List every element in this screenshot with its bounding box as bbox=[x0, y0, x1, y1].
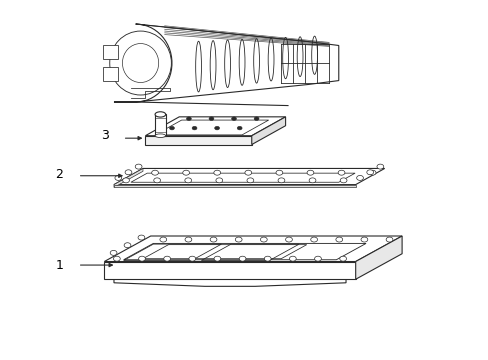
Circle shape bbox=[285, 237, 292, 242]
Circle shape bbox=[264, 256, 270, 261]
Ellipse shape bbox=[155, 112, 165, 117]
Circle shape bbox=[356, 175, 363, 180]
Text: 2: 2 bbox=[55, 168, 63, 181]
Polygon shape bbox=[155, 114, 165, 136]
Circle shape bbox=[338, 170, 344, 175]
Circle shape bbox=[213, 170, 220, 175]
Circle shape bbox=[289, 256, 296, 261]
Circle shape bbox=[160, 237, 166, 242]
Polygon shape bbox=[142, 245, 306, 259]
Polygon shape bbox=[104, 236, 401, 261]
Circle shape bbox=[366, 170, 373, 175]
Circle shape bbox=[151, 170, 158, 175]
Polygon shape bbox=[145, 136, 251, 145]
Circle shape bbox=[231, 117, 236, 121]
Circle shape bbox=[186, 117, 191, 121]
Circle shape bbox=[314, 256, 321, 261]
Circle shape bbox=[306, 170, 313, 175]
Text: 1: 1 bbox=[55, 258, 63, 271]
Circle shape bbox=[368, 170, 375, 175]
Circle shape bbox=[335, 237, 342, 242]
Circle shape bbox=[239, 256, 245, 261]
Polygon shape bbox=[114, 168, 384, 185]
Polygon shape bbox=[114, 185, 355, 188]
Text: 3: 3 bbox=[101, 129, 109, 142]
Circle shape bbox=[260, 237, 266, 242]
Circle shape bbox=[308, 178, 315, 183]
Circle shape bbox=[184, 237, 191, 242]
Circle shape bbox=[235, 237, 242, 242]
Circle shape bbox=[208, 117, 213, 121]
Circle shape bbox=[278, 178, 284, 183]
Circle shape bbox=[339, 256, 346, 261]
Circle shape bbox=[138, 256, 145, 261]
Circle shape bbox=[376, 164, 383, 169]
Circle shape bbox=[122, 178, 129, 183]
Circle shape bbox=[153, 178, 160, 183]
Polygon shape bbox=[104, 261, 355, 279]
Circle shape bbox=[210, 237, 217, 242]
Circle shape bbox=[169, 126, 174, 130]
Circle shape bbox=[184, 178, 191, 183]
Circle shape bbox=[163, 256, 170, 261]
Circle shape bbox=[214, 256, 221, 261]
Polygon shape bbox=[103, 45, 117, 59]
Circle shape bbox=[135, 164, 142, 169]
Circle shape bbox=[124, 243, 131, 248]
Circle shape bbox=[360, 237, 367, 242]
Circle shape bbox=[310, 237, 317, 242]
Polygon shape bbox=[251, 117, 285, 145]
Polygon shape bbox=[103, 67, 117, 81]
Polygon shape bbox=[145, 117, 285, 136]
Circle shape bbox=[244, 170, 251, 175]
Circle shape bbox=[340, 178, 346, 183]
Circle shape bbox=[188, 256, 195, 261]
Circle shape bbox=[138, 235, 144, 240]
Circle shape bbox=[183, 170, 189, 175]
Circle shape bbox=[110, 251, 117, 255]
Circle shape bbox=[192, 126, 197, 130]
Circle shape bbox=[113, 256, 120, 261]
Polygon shape bbox=[355, 236, 401, 279]
Polygon shape bbox=[114, 279, 346, 286]
Circle shape bbox=[125, 170, 132, 175]
Circle shape bbox=[386, 237, 392, 242]
Polygon shape bbox=[114, 24, 338, 102]
Circle shape bbox=[115, 175, 122, 180]
Polygon shape bbox=[114, 168, 142, 188]
Circle shape bbox=[275, 170, 282, 175]
Circle shape bbox=[214, 126, 219, 130]
Circle shape bbox=[216, 178, 222, 183]
Circle shape bbox=[254, 117, 259, 121]
Circle shape bbox=[246, 178, 253, 183]
Ellipse shape bbox=[155, 134, 165, 138]
Polygon shape bbox=[123, 243, 366, 260]
Circle shape bbox=[237, 126, 242, 130]
